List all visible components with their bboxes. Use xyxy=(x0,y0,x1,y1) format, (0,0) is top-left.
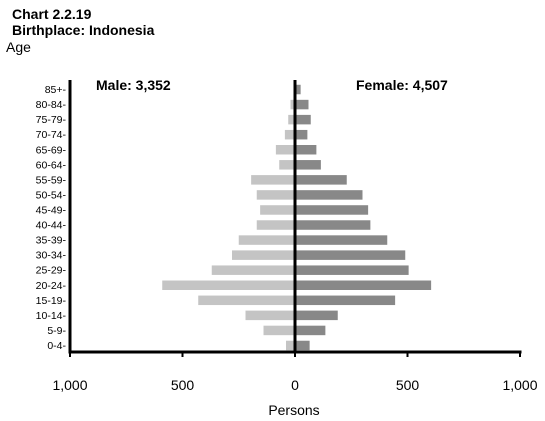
male-bar xyxy=(232,250,295,260)
male-bar xyxy=(238,235,295,245)
male-bar xyxy=(251,175,296,185)
female-bar xyxy=(295,84,301,95)
age-group-label: 85+- xyxy=(45,84,67,96)
female-bar xyxy=(295,340,310,351)
male-bar xyxy=(256,190,295,200)
x-tick-label: 1,000 xyxy=(52,377,87,393)
female-bar xyxy=(295,205,369,215)
male-bar xyxy=(198,295,295,306)
male-bar xyxy=(286,340,295,351)
age-group-label: 20-24- xyxy=(36,280,67,292)
x-tick-label: 500 xyxy=(171,377,195,393)
age-group-label: 5-9- xyxy=(47,325,66,337)
male-bar xyxy=(162,280,295,290)
age-group-label: 15-19- xyxy=(36,295,67,307)
x-axis-title: Persons xyxy=(268,402,320,418)
female-bar xyxy=(295,280,432,290)
female-bar xyxy=(295,99,309,110)
age-group-label: 70-74- xyxy=(36,129,67,141)
female-bar xyxy=(295,235,388,245)
male-bar xyxy=(263,325,295,336)
female-bar xyxy=(295,160,321,170)
age-group-label: 10-14- xyxy=(36,310,67,322)
female-bar xyxy=(295,114,311,125)
x-tick-label: 500 xyxy=(396,377,420,393)
female-bar xyxy=(295,325,326,336)
age-group-label: 30-34- xyxy=(36,250,67,262)
age-group-label: 65-69- xyxy=(36,144,67,156)
male-bar xyxy=(290,99,295,110)
female-bar xyxy=(295,129,308,140)
age-group-label: 0-4- xyxy=(47,340,66,352)
age-group-label: 45-49- xyxy=(36,204,67,216)
female-bar xyxy=(295,250,406,260)
female-bar xyxy=(295,190,363,200)
male-bar xyxy=(288,114,295,125)
female-bar xyxy=(295,265,409,275)
male-bar xyxy=(211,265,295,275)
male-bar xyxy=(256,220,295,230)
male-bar xyxy=(260,205,296,215)
age-group-label: 40-44- xyxy=(36,220,67,232)
female-bar xyxy=(295,295,396,306)
age-group-label: 25-29- xyxy=(36,265,67,277)
female-bar xyxy=(295,220,371,230)
male-bar xyxy=(284,129,296,140)
female-total-label: Female: 4,507 xyxy=(356,77,448,93)
x-tick-label: 0 xyxy=(291,377,299,393)
age-group-label: 35-39- xyxy=(36,235,67,247)
male-bar xyxy=(245,310,295,321)
female-bar xyxy=(295,145,317,155)
male-total-label: Male: 3,352 xyxy=(96,77,171,93)
age-group-label: 60-64- xyxy=(36,159,67,171)
age-group-label: 50-54- xyxy=(36,189,67,201)
axes-layer xyxy=(68,80,522,357)
female-bar xyxy=(295,310,338,321)
x-tick-label: 1,000 xyxy=(502,377,537,393)
age-group-label: 75-79- xyxy=(36,114,67,126)
bars-layer xyxy=(162,84,432,351)
age-group-label: 80-84- xyxy=(36,99,67,111)
labels-layer: 0-4- 5-9- 10-14- 15-19- 20-24- 25-29- 30-34- 35… xyxy=(36,84,538,393)
chart-subtitle: Birthplace: Indonesia xyxy=(12,22,155,38)
chart-title: Chart 2.2.19 xyxy=(12,6,92,22)
age-group-label: 55-59- xyxy=(36,174,67,186)
male-bar xyxy=(279,160,295,170)
y-axis-title: Age xyxy=(6,39,31,55)
female-bar xyxy=(295,175,347,185)
male-bar xyxy=(275,145,296,155)
